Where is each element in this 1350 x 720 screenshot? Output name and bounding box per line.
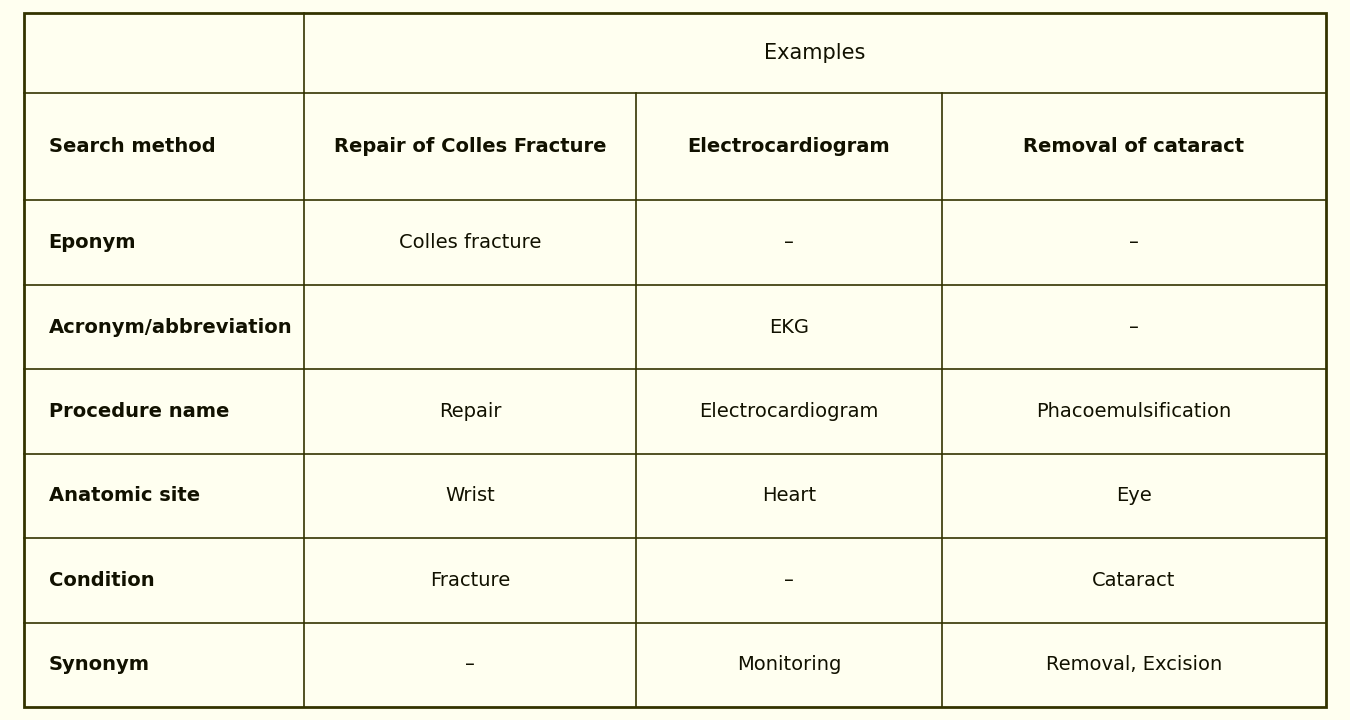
Text: Wrist: Wrist	[446, 487, 495, 505]
Text: Search method: Search method	[49, 137, 215, 156]
Text: Fracture: Fracture	[429, 571, 510, 590]
Text: Monitoring: Monitoring	[737, 655, 841, 675]
Text: Phacoemulsification: Phacoemulsification	[1035, 402, 1231, 421]
Text: Eye: Eye	[1116, 487, 1152, 505]
Text: Heart: Heart	[761, 487, 815, 505]
Text: Eponym: Eponym	[49, 233, 136, 252]
Text: Electrocardiogram: Electrocardiogram	[699, 402, 879, 421]
Text: EKG: EKG	[769, 318, 809, 336]
Text: Procedure name: Procedure name	[49, 402, 230, 421]
Text: –: –	[784, 571, 794, 590]
Text: –: –	[784, 233, 794, 252]
Text: Examples: Examples	[764, 43, 865, 63]
Text: Repair of Colles Fracture: Repair of Colles Fracture	[333, 137, 606, 156]
Text: –: –	[1129, 233, 1138, 252]
Text: Removal, Excision: Removal, Excision	[1046, 655, 1222, 675]
Text: Synonym: Synonym	[49, 655, 150, 675]
Text: Anatomic site: Anatomic site	[49, 487, 200, 505]
Text: –: –	[466, 655, 475, 675]
Text: Removal of cataract: Removal of cataract	[1023, 137, 1245, 156]
Text: –: –	[1129, 318, 1138, 336]
Text: Cataract: Cataract	[1092, 571, 1176, 590]
Text: Repair: Repair	[439, 402, 501, 421]
Text: Condition: Condition	[49, 571, 154, 590]
Text: Acronym/abbreviation: Acronym/abbreviation	[49, 318, 292, 336]
Text: Electrocardiogram: Electrocardiogram	[687, 137, 890, 156]
Text: Colles fracture: Colles fracture	[398, 233, 541, 252]
